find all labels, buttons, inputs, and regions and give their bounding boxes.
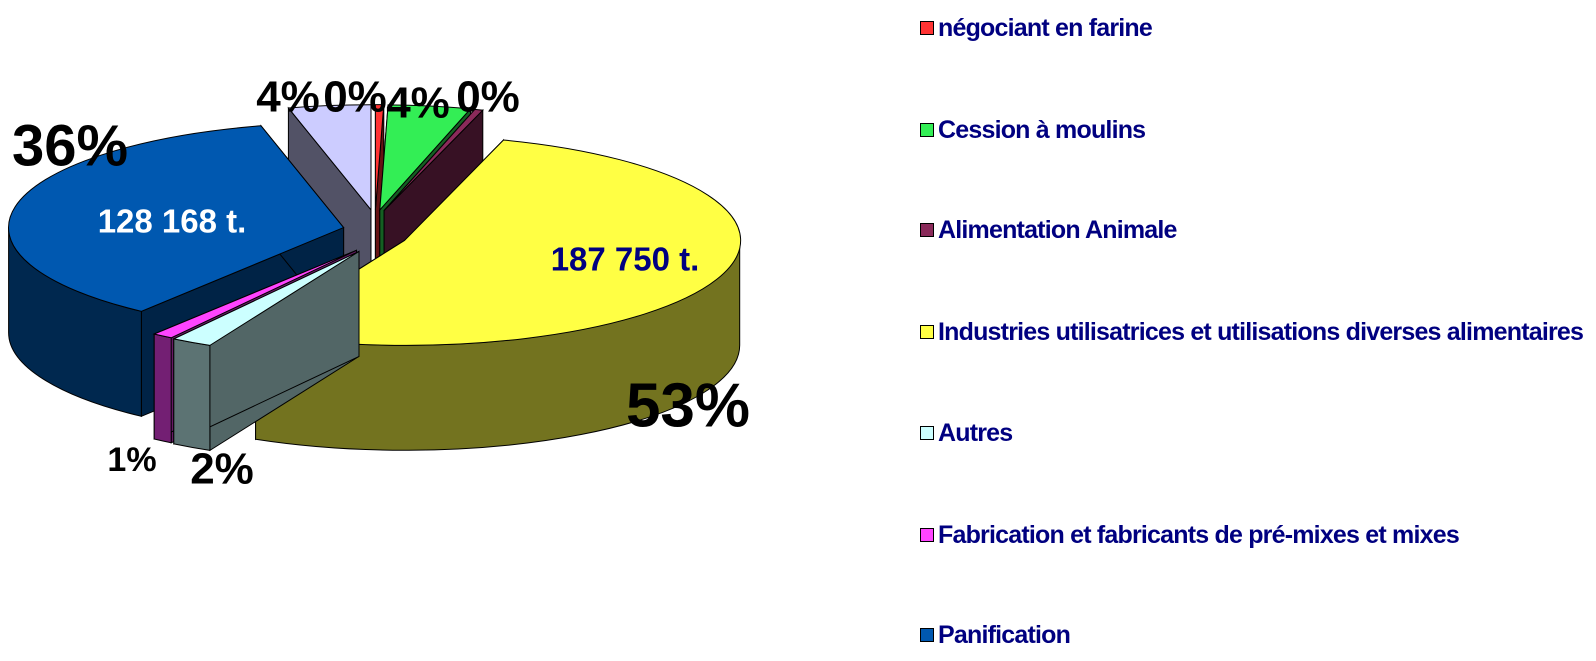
legend-entry: Autres xyxy=(920,413,1588,453)
annotation: 187 750 t. xyxy=(551,241,700,278)
legend-swatch xyxy=(920,325,934,339)
legend-label: négociant en farine xyxy=(938,14,1153,42)
value-label: 4% xyxy=(386,79,450,128)
slice-top xyxy=(374,104,385,210)
value-label: 4% xyxy=(256,73,320,122)
legend-entry: Industries utilisatrices et utilisations… xyxy=(920,312,1588,352)
slice-top xyxy=(379,104,472,212)
legend-label: Autres xyxy=(938,419,1013,447)
value-label: 2% xyxy=(190,445,254,494)
legend-swatch xyxy=(920,426,934,440)
slice-side xyxy=(153,333,172,444)
chart: 0% 4% 0%53%2%1%36%4%187 750 t.128 168 t. xyxy=(8,73,750,494)
value-label: 53% xyxy=(626,371,750,440)
legend-label: Cession à moulins xyxy=(938,116,1146,144)
legend-swatch xyxy=(920,528,934,542)
annotation: 128 168 t. xyxy=(98,203,247,240)
value-label: 1% xyxy=(107,441,156,479)
legend-swatch xyxy=(920,628,934,642)
value-label: 0% xyxy=(323,73,387,122)
value-label: 0% xyxy=(456,73,520,122)
slice-top xyxy=(254,139,742,346)
slice xyxy=(172,250,360,452)
legend-label: Alimentation Animale xyxy=(938,216,1177,244)
value-label: 36% xyxy=(12,113,128,178)
legend-entry: Fabrication et fabricants de pré-mixes e… xyxy=(920,515,1588,555)
slice-top xyxy=(383,108,484,211)
slice xyxy=(254,138,742,451)
slice-side xyxy=(173,338,211,451)
legend-entry: Alimentation Animale xyxy=(920,210,1588,250)
slice-top xyxy=(172,250,360,346)
legend-label: Panification xyxy=(938,621,1071,649)
legend-label: Fabrication et fabricants de pré-mixes e… xyxy=(938,521,1460,549)
slice-top xyxy=(287,104,372,212)
slice-top xyxy=(8,125,345,312)
legend-swatch xyxy=(920,123,934,137)
legend-entry: Cession à moulins xyxy=(920,110,1588,150)
legend-entry: Panification xyxy=(920,615,1588,655)
slice-top xyxy=(152,249,357,339)
legend-entry: négociant en farine xyxy=(920,8,1588,48)
legend-swatch xyxy=(920,21,934,35)
legend-swatch xyxy=(920,223,934,237)
legend-label: Industries utilisatrices et utilisations… xyxy=(938,318,1584,346)
